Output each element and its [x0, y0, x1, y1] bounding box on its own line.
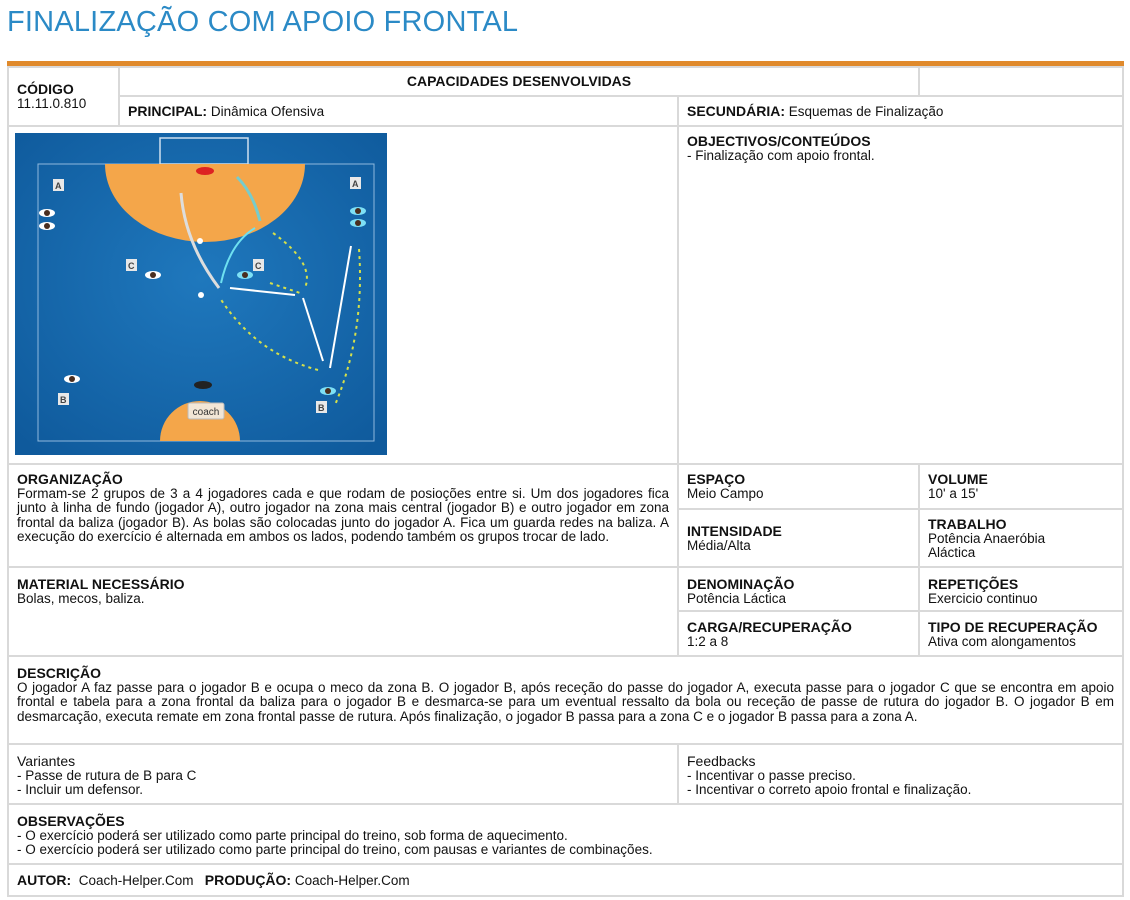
empty-cell [920, 68, 1122, 95]
tipo-recuperacao-cell: TIPO DE RECUPERAÇÃO Ativa com alongamento… [920, 612, 1122, 655]
material-cell: MATERIAL NECESSÁRIO Bolas, mecos, baliza. [9, 568, 677, 655]
svg-text:B: B [318, 403, 325, 413]
field-diagram: coach A A C C B B [15, 133, 387, 455]
svg-text:C: C [255, 261, 262, 271]
capacidades-header: CAPACIDADES DESENVOLVIDAS [120, 68, 918, 95]
svg-text:A: A [352, 179, 359, 189]
accent-bar [7, 61, 1124, 66]
svg-text:B: B [60, 395, 67, 405]
denominacao-cell: DENOMINAÇÃO Potência Láctica [679, 568, 918, 610]
coach-label: coach [193, 407, 220, 418]
codigo-value: 11.11.0.810 [17, 95, 87, 111]
intensidade-cell: INTENSIDADE Média/Alta [679, 510, 918, 566]
espaco-cell: ESPAÇO Meio Campo [679, 465, 918, 508]
carga-cell: CARGA/RECUPERAÇÃO 1:2 a 8 [679, 612, 918, 655]
objectivos-cell: OBJECTIVOS/CONTEÚDOS - Finalização com ap… [679, 127, 1122, 463]
codigo-cell: CÓDIGO 11.11.0.810 [9, 68, 118, 125]
secundaria-cell: SECUNDÁRIA: Esquemas de Finalização [679, 97, 1122, 125]
organizacao-cell: ORGANIZAÇÃO Formam-se 2 grupos de 3 a 4 j… [9, 465, 677, 566]
autor-cell: AUTOR: Coach-Helper.Com PRODUÇÃO: Coach-… [9, 865, 1122, 895]
observacoes-cell: OBSERVAÇÕES - O exercício poderá ser util… [9, 805, 1122, 863]
page-title: FINALIZAÇÃO COM APOIO FRONTAL [7, 6, 519, 38]
variantes-cell: Variantes - Passe de rutura de B para C- … [9, 745, 677, 803]
repeticoes-cell: REPETIÇÕES Exercicio continuo [920, 568, 1122, 610]
goal-area [105, 164, 305, 242]
trabalho-cell: TRABALHO Potência Anaeróbia Aláctica [920, 510, 1122, 566]
codigo-label: CÓDIGO [17, 81, 74, 97]
feedbacks-cell: Feedbacks - Incentivar o passe preciso. - … [679, 745, 1122, 803]
svg-text:C: C [128, 261, 135, 271]
svg-text:A: A [55, 181, 62, 191]
principal-cell: PRINCIPAL: Dinâmica Ofensiva [120, 97, 677, 125]
diagram-cell: coach A A C C B B [9, 127, 677, 463]
descricao-cell: DESCRIÇÃO O jogador A faz passe para o jo… [9, 657, 1122, 743]
exercise-sheet: CÓDIGO 11.11.0.810 CAPACIDADES DESENVOLV… [7, 66, 1124, 897]
volume-cell: VOLUME 10' a 15' [920, 465, 1122, 508]
